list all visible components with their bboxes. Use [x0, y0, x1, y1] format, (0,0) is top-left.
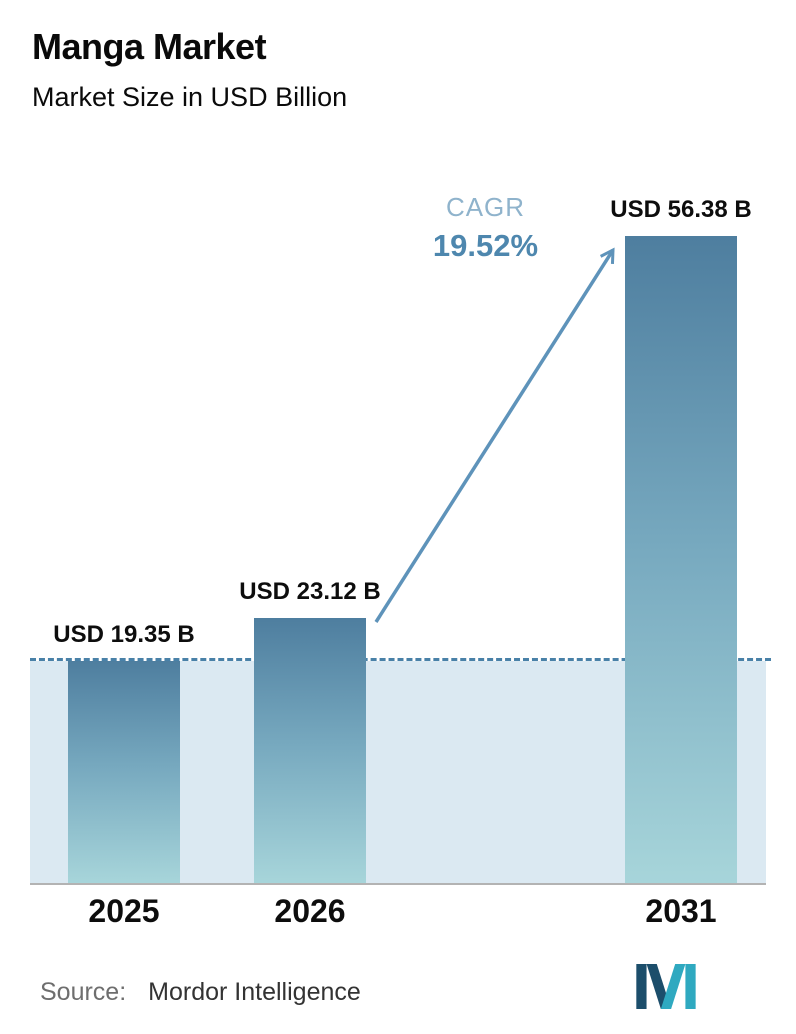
bar-value-label-2026: USD 23.12 B	[239, 577, 381, 605]
arrow-line-icon	[374, 247, 615, 623]
x-axis-label-2026: 2026	[274, 893, 346, 929]
chart-title: Manga Market	[32, 26, 267, 67]
x-axis-label-2025: 2025	[88, 893, 160, 929]
bar-value-label-2031: USD 56.38 B	[610, 195, 752, 223]
chart-subtitle: Market Size in USD Billion	[32, 82, 348, 112]
source-value: Mordor Intelligence	[148, 978, 361, 1006]
bar-value-label-2025: USD 19.35 B	[53, 620, 195, 648]
source-label: Source:	[40, 978, 127, 1006]
x-axis-line	[30, 883, 766, 885]
mordor-intelligence-logo	[636, 964, 696, 1009]
cagr-annotation: CAGR 19.52%	[398, 192, 573, 264]
baseline-dashed-line	[30, 657, 771, 661]
plot-area: USD 19.35 B 2025 USD 23.12 B 2026 USD 56.38 …	[30, 160, 771, 929]
bar-2025	[68, 660, 180, 883]
source-line: Source: Mordor Intelligence	[40, 978, 361, 1007]
cagr-value: 19.52%	[432, 228, 539, 263]
cagr-label: CAGR	[445, 192, 526, 222]
x-axis-label-2031: 2031	[645, 893, 717, 929]
bar-2026	[254, 617, 366, 883]
bar-2031	[625, 235, 737, 883]
